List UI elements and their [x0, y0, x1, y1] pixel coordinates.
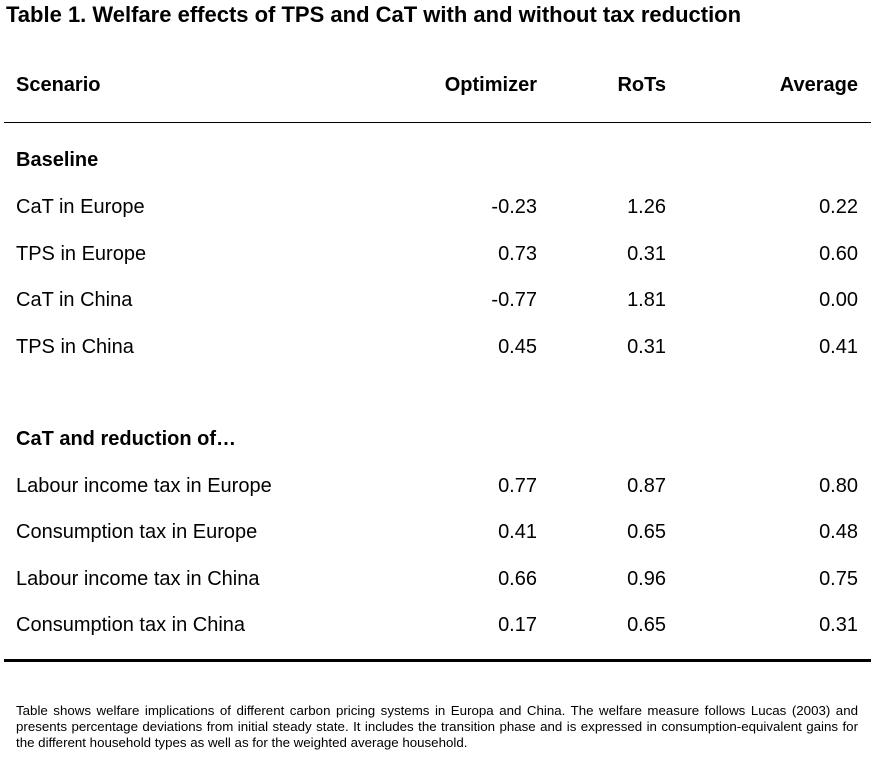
header-average: Average	[779, 74, 858, 96]
section-heading-cat-reduction: CaT and reduction of…	[0, 428, 873, 458]
optimizer-cell: 0.45	[498, 336, 537, 358]
optimizer-cell: -0.77	[491, 289, 537, 311]
rots-cell: 0.31	[627, 243, 666, 265]
table-row: CaT in China -0.77 1.81 0.00	[0, 289, 873, 319]
scenario-cell: TPS in China	[16, 336, 134, 358]
header-rots: RoTs	[617, 74, 666, 96]
table-row: Consumption tax in China 0.17 0.65 0.31	[0, 614, 873, 644]
rots-cell: 0.65	[627, 521, 666, 543]
section-heading-baseline: Baseline	[0, 149, 873, 179]
optimizer-cell: -0.23	[491, 196, 537, 218]
table-row: Labour income tax in Europe 0.77 0.87 0.…	[0, 475, 873, 505]
table-row: TPS in Europe 0.73 0.31 0.60	[0, 243, 873, 273]
optimizer-cell: 0.73	[498, 243, 537, 265]
scenario-cell: Labour income tax in China	[16, 568, 260, 590]
section-label: Baseline	[16, 149, 99, 171]
average-cell: 0.31	[819, 614, 858, 636]
scenario-cell: CaT in China	[16, 289, 133, 311]
average-cell: 0.80	[819, 475, 858, 497]
optimizer-cell: 0.17	[498, 614, 537, 636]
scenario-cell: CaT in Europe	[16, 196, 145, 218]
average-cell: 0.60	[819, 243, 858, 265]
header-rule	[4, 122, 871, 123]
section-label: CaT and reduction of…	[16, 428, 236, 450]
header-optimizer: Optimizer	[444, 74, 537, 96]
table-header-row: Scenario Optimizer RoTs Average	[0, 74, 873, 106]
optimizer-cell: 0.66	[498, 568, 537, 590]
rots-cell: 1.26	[627, 196, 666, 218]
rots-cell: 0.31	[627, 336, 666, 358]
rots-cell: 0.87	[627, 475, 666, 497]
average-cell: 0.41	[819, 336, 858, 358]
table-bottom-rule	[4, 659, 871, 662]
average-cell: 0.75	[819, 568, 858, 590]
average-cell: 0.48	[819, 521, 858, 543]
average-cell: 0.22	[819, 196, 858, 218]
table-note: Table shows welfare implications of diff…	[16, 703, 858, 750]
table-row: Labour income tax in China 0.66 0.96 0.7…	[0, 568, 873, 598]
scenario-cell: TPS in Europe	[16, 243, 147, 265]
average-cell: 0.00	[819, 289, 858, 311]
scenario-cell: Consumption tax in Europe	[16, 521, 258, 543]
optimizer-cell: 0.41	[498, 521, 537, 543]
rots-cell: 1.81	[627, 289, 666, 311]
rots-cell: 0.96	[627, 568, 666, 590]
table-title: Table 1. Welfare effects of TPS and CaT …	[6, 2, 742, 27]
optimizer-cell: 0.77	[498, 475, 537, 497]
scenario-cell: Labour income tax in Europe	[16, 475, 272, 497]
table-row: Consumption tax in Europe 0.41 0.65 0.48	[0, 521, 873, 551]
rots-cell: 0.65	[627, 614, 666, 636]
table-row: TPS in China 0.45 0.31 0.41	[0, 336, 873, 366]
table-row: CaT in Europe -0.23 1.26 0.22	[0, 196, 873, 226]
header-scenario: Scenario	[16, 74, 101, 96]
scenario-cell: Consumption tax in China	[16, 614, 246, 636]
